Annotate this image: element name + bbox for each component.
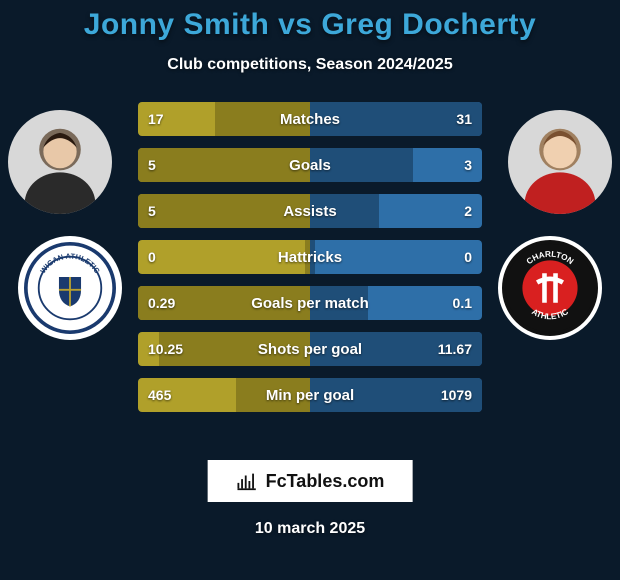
brand-text: FcTables.com	[266, 471, 385, 492]
player-left-avatar	[8, 110, 112, 214]
club-left-crest: WIGAN ATHLETIC	[18, 236, 122, 340]
stat-row: Matches1731	[138, 102, 482, 136]
stat-row: Shots per goal10.2511.67	[138, 332, 482, 366]
crest-right-icon: CHARLTON ATHLETIC	[504, 242, 596, 334]
stat-row: Goals per match0.290.1	[138, 286, 482, 320]
stat-row: Hattricks00	[138, 240, 482, 274]
player-right-avatar	[508, 110, 612, 214]
comparison-card: Jonny Smith vs Greg Docherty Club compet…	[0, 0, 620, 580]
chart-icon	[236, 470, 258, 492]
date-text: 10 march 2025	[0, 520, 620, 538]
stat-bars: Matches1731 Goals53 Assists52 Hattricks00 Go…	[138, 102, 482, 424]
comparison-area: WIGAN ATHLETIC CHARLTON ATHLETIC Matches…	[0, 102, 620, 422]
crest-left-icon: WIGAN ATHLETIC	[24, 242, 116, 334]
club-right-crest: CHARLTON ATHLETIC	[498, 236, 602, 340]
subtitle: Club competitions, Season 2024/2025	[0, 56, 620, 74]
brand-badge: FcTables.com	[208, 460, 413, 502]
stat-row: Assists52	[138, 194, 482, 228]
stat-row: Goals53	[138, 148, 482, 182]
page-title: Jonny Smith vs Greg Docherty	[0, 0, 620, 42]
avatar-placeholder-icon	[8, 110, 112, 214]
avatar-placeholder-icon	[508, 110, 612, 214]
stat-row: Min per goal4651079	[138, 378, 482, 412]
